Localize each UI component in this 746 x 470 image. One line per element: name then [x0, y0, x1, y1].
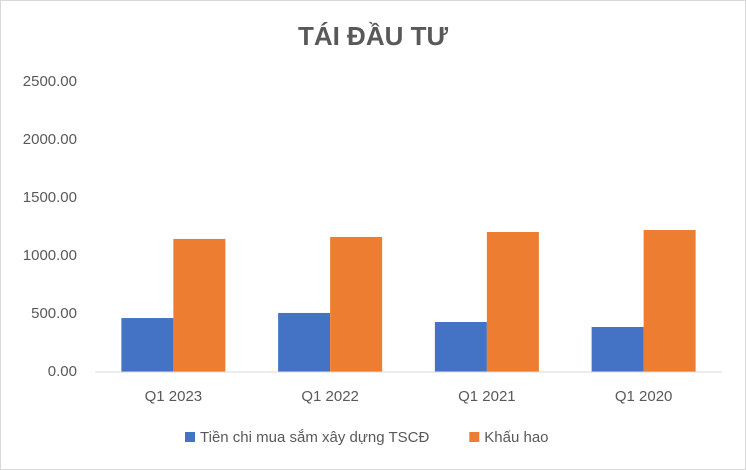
- y-tick-label: 1000.00: [23, 247, 77, 264]
- bar: [278, 312, 331, 372]
- bar: [173, 238, 226, 372]
- bar: [486, 231, 539, 372]
- bar: [434, 322, 487, 372]
- x-tick-label: Q1 2021: [458, 388, 516, 405]
- legend-label: Khấu hao: [484, 429, 548, 446]
- legend-swatch: [185, 432, 195, 442]
- y-tick-label: 0.00: [48, 363, 77, 380]
- chart-title: TÁI ĐẦU TƯ: [298, 21, 449, 51]
- legend-label: Tiền chi mua sắm xây dựng TSCĐ: [200, 429, 429, 446]
- x-tick-label: Q1 2020: [615, 388, 673, 405]
- y-tick-label: 500.00: [31, 305, 77, 322]
- bar: [643, 230, 696, 372]
- bar: [330, 236, 383, 372]
- y-tick-label: 2000.00: [23, 131, 77, 148]
- bar: [121, 318, 174, 372]
- y-tick-label: 1500.00: [23, 189, 77, 206]
- x-tick-label: Q1 2023: [145, 388, 203, 405]
- bar: [591, 326, 644, 372]
- y-tick-label: 2500.00: [23, 73, 77, 90]
- legend-swatch: [469, 432, 480, 442]
- x-tick-label: Q1 2022: [301, 388, 359, 405]
